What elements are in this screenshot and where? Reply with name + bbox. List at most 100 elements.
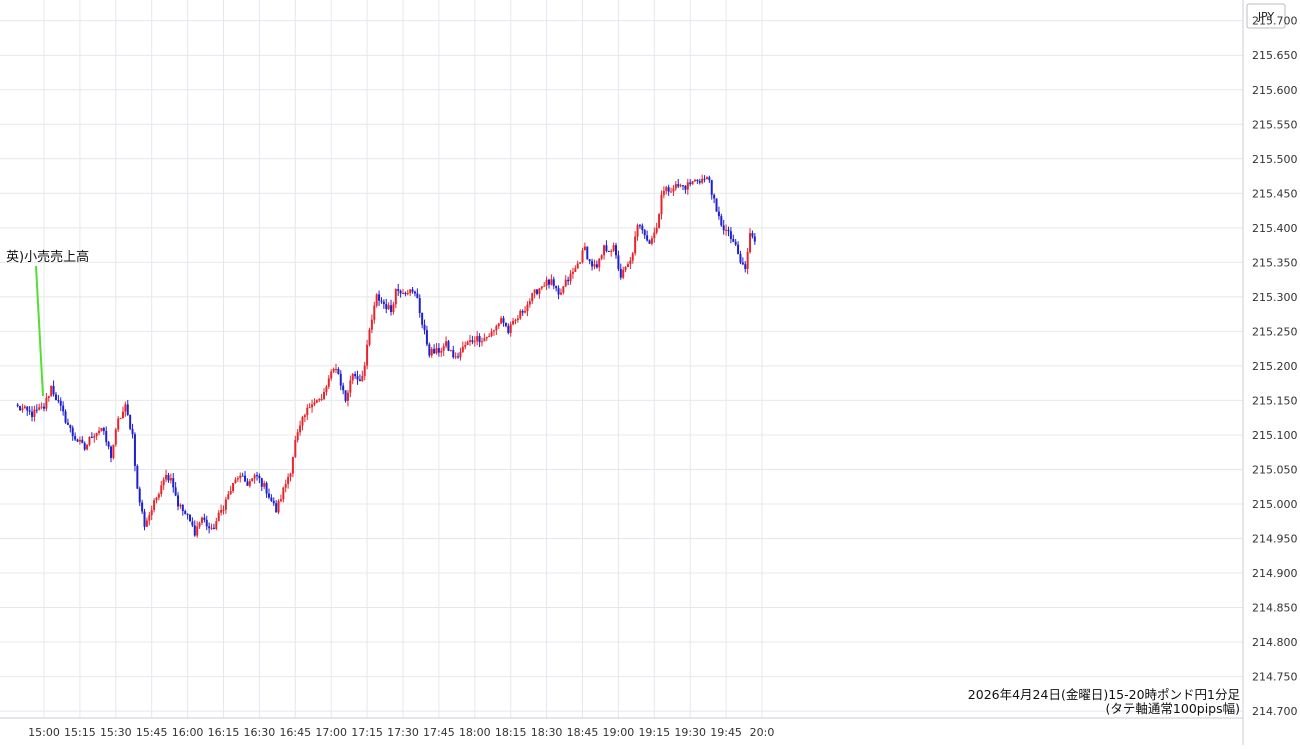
candle	[33, 405, 36, 422]
candle	[277, 499, 280, 515]
candle	[512, 317, 515, 326]
candle	[38, 403, 41, 411]
candle-body	[363, 365, 366, 376]
candle-body	[555, 285, 558, 289]
candle	[404, 291, 407, 297]
candle	[617, 250, 620, 272]
y-tick-label: 214.750	[1252, 671, 1298, 684]
candle-body	[248, 480, 251, 486]
candle	[26, 406, 29, 416]
candle	[83, 441, 86, 451]
candle-body	[469, 340, 472, 342]
candle	[710, 179, 713, 200]
candle	[267, 488, 270, 500]
candle	[265, 481, 268, 498]
candle	[583, 242, 586, 251]
candle-body	[40, 406, 43, 408]
candle-body	[258, 475, 261, 479]
candle	[368, 327, 371, 347]
candle-body	[689, 182, 692, 185]
candle-body	[263, 483, 266, 487]
candle	[227, 490, 230, 500]
y-tick-label: 215.550	[1252, 118, 1298, 131]
candle-body	[643, 230, 646, 236]
candle	[303, 413, 306, 423]
candle-body	[277, 500, 280, 513]
candle	[615, 242, 618, 259]
x-tick-label: 19:45	[710, 726, 742, 739]
candle	[95, 432, 98, 440]
candle-body	[270, 497, 273, 501]
candle	[136, 464, 139, 490]
candle	[449, 349, 452, 352]
y-tick-label: 215.350	[1252, 256, 1298, 269]
candle-body	[311, 404, 314, 408]
candle	[45, 392, 48, 412]
candle	[454, 352, 457, 360]
candle-body	[672, 188, 675, 192]
candle-body	[581, 250, 584, 263]
candle-body	[43, 406, 45, 409]
candle-body	[88, 436, 91, 445]
candle-body	[665, 187, 668, 191]
candle-body	[655, 227, 658, 233]
candle-body	[703, 178, 706, 180]
candle-body	[526, 304, 529, 312]
candle-body	[739, 253, 742, 263]
x-tick-label: 18:45	[567, 726, 599, 739]
candle-body	[112, 444, 115, 458]
candle	[129, 414, 132, 431]
y-tick-label: 215.300	[1252, 291, 1298, 304]
candle	[342, 382, 345, 395]
candle-body	[662, 190, 665, 195]
candle	[734, 239, 737, 247]
candle	[631, 251, 634, 264]
candle	[603, 244, 606, 260]
candle	[579, 262, 582, 265]
candle-body	[351, 374, 354, 381]
candle-body	[59, 400, 62, 406]
y-tick-label: 215.250	[1252, 325, 1298, 338]
candle	[466, 340, 469, 346]
candle-body	[490, 331, 493, 336]
candle	[571, 267, 574, 279]
candle-body	[471, 340, 474, 342]
candle-body	[229, 491, 232, 495]
x-tick-label: 16:30	[244, 726, 276, 739]
candle	[624, 266, 627, 273]
candle	[107, 440, 110, 450]
candle	[19, 405, 22, 411]
candle-body	[421, 313, 424, 325]
candle-body	[737, 244, 740, 254]
candle-body	[531, 293, 534, 302]
candle	[246, 478, 249, 486]
candle	[555, 285, 558, 292]
candle	[160, 480, 163, 497]
candle	[488, 333, 491, 338]
candle	[471, 335, 474, 345]
candle	[363, 361, 366, 381]
candle	[591, 258, 594, 271]
candle	[392, 301, 395, 315]
candle-body	[165, 474, 168, 480]
y-tick-label: 215.200	[1252, 360, 1298, 373]
candle-body	[497, 323, 500, 327]
candle	[519, 309, 522, 320]
candle-body	[612, 245, 615, 251]
candle-body	[404, 293, 407, 295]
candle-body	[449, 350, 452, 352]
candle-body	[303, 415, 306, 418]
candle-body	[557, 288, 560, 295]
candle-body	[516, 318, 519, 321]
candle-body	[433, 348, 436, 354]
candle-body	[296, 432, 299, 441]
candle	[112, 444, 115, 460]
candle-body	[33, 409, 36, 417]
candle-body	[110, 446, 113, 458]
candle	[224, 496, 227, 514]
candle-body	[528, 301, 531, 305]
candle-body	[356, 376, 359, 380]
candle	[380, 297, 383, 304]
candle	[715, 198, 718, 212]
